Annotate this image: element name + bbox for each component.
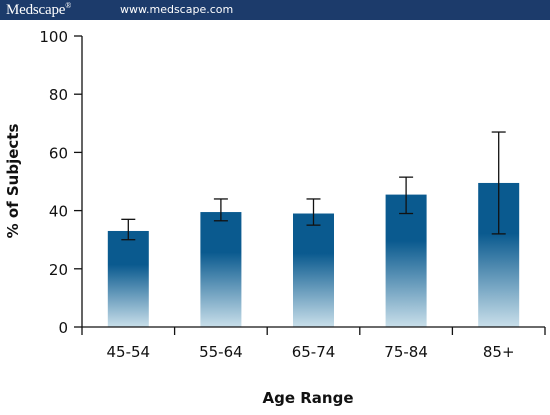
axes: 0 20 40 60 80 100 45-54 55-64 65-74 75-84 85+ [39, 28, 546, 361]
brand-registered-mark: ® [65, 1, 72, 10]
x-tick-label-55-64: 55-64 [199, 343, 243, 361]
y-axis-label: % of Subjects [4, 124, 22, 239]
x-tick-label-75-84: 75-84 [384, 343, 428, 361]
site-url[interactable]: www.medscape.com [120, 3, 234, 16]
header-bar: Medscape® www.medscape.com [0, 0, 550, 20]
y-tick-label-40: 40 [49, 203, 68, 221]
y-tick-label-100: 100 [39, 28, 68, 46]
bar-45-54 [107, 230, 149, 327]
bars [107, 131, 520, 327]
y-tick-label-20: 20 [49, 261, 68, 279]
x-tick-label-65-74: 65-74 [292, 343, 336, 361]
brand-logo[interactable]: Medscape® [6, 1, 71, 19]
y-tick-label-60: 60 [49, 144, 68, 162]
y-tick-label-80: 80 [49, 86, 68, 104]
x-tick-label-45-54: 45-54 [107, 343, 151, 361]
brand-name: Medscape [6, 2, 66, 18]
x-axis-label: Age Range [262, 389, 353, 407]
bar-65-74 [293, 213, 334, 327]
bar-55-64 [200, 212, 242, 327]
bar-75-84 [385, 194, 427, 327]
x-tick-label-85+: 85+ [483, 343, 515, 361]
y-tick-label-0: 0 [58, 319, 68, 337]
